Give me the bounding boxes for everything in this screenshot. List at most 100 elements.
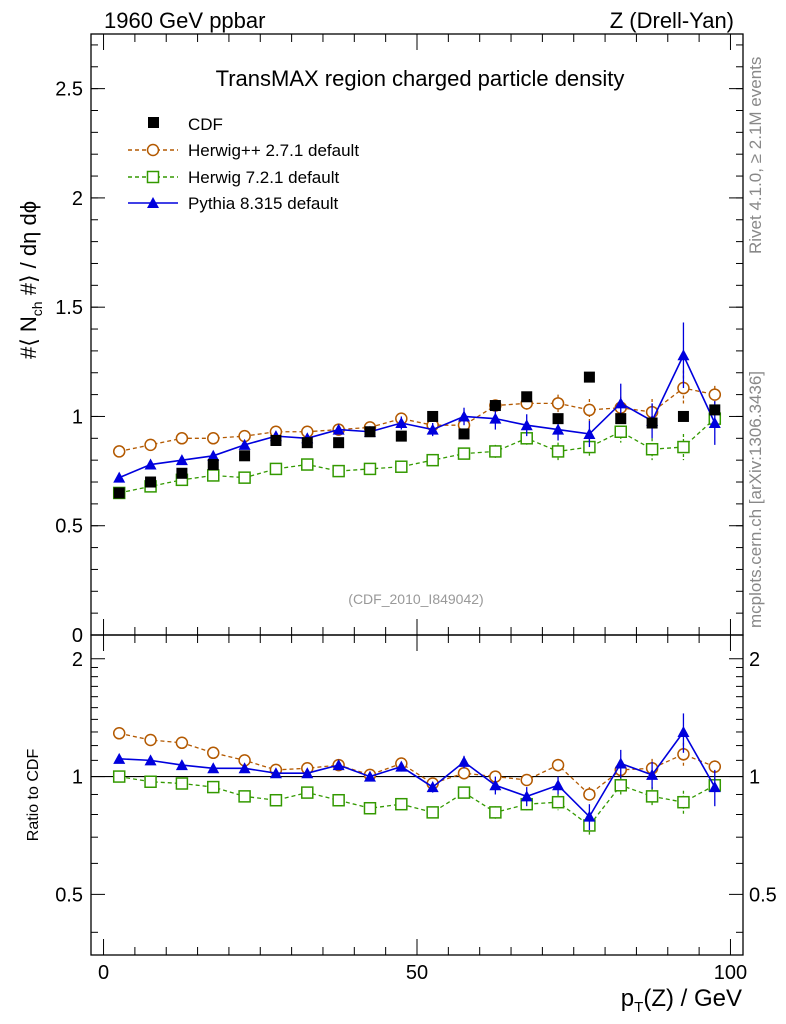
main-y-tick-label: 0.5 [55,516,83,538]
main-herwig-7-2-1-default-point [489,445,502,458]
x-axis-label-part-2: (Z) / GeV [643,985,742,1012]
ratio-pythia-8-315-default-point [583,810,596,822]
side-label-mcplots: mcplots.cern.ch [arXiv:1306.3436] [746,371,765,628]
ratio-herwig-2-7-1-default-point [551,758,565,772]
x-axis-label: pT(Z) / GeV [621,985,742,1016]
main-pythia-8-315-default-point [426,423,439,435]
main-pythia-8-315-default-point [458,410,471,422]
main-herwig-2-7-1-default-point [207,432,220,445]
legend-entry-herwigpp: Herwig++ 2.7.1 default [128,141,359,160]
main-herwig-7-2-1-default-point [645,442,659,456]
ratio-pythia-8-315-default-point [458,755,471,767]
main-pythia-8-315-default-point [144,458,157,470]
main-cdf-point [239,450,251,462]
ratio-herwig-7-2-1-default-point [645,790,659,803]
ratio-herwig-7-2-1-default-point [457,786,471,799]
ratio-herwig-7-2-1-default-point [301,786,314,799]
main-herwig-7-2-1-default-series [112,409,722,500]
ratio-y-tick-label-right: 0.5 [749,884,777,906]
main-y-tick-label: 1.5 [55,297,83,319]
main-herwig-7-2-1-default-point [207,469,220,482]
main-pythia-8-315-default-point [552,423,565,435]
main-herwig-7-2-1-default-point [614,425,627,439]
ratio-herwig-2-7-1-default-series [112,727,722,803]
ratio-y-tick-label: 2 [72,649,83,671]
main-cdf-point [113,487,125,499]
x-axis-label-part-1: p [621,985,634,1012]
main-y-axis-label-part-2: #⟩ / dη dϕ [16,201,41,301]
main-cdf-point [270,434,282,446]
main-cdf-point [552,413,564,425]
ratio-pythia-8-315-default-point [708,781,721,793]
x-tick-label: 100 [714,962,747,984]
main-y-axis-label: #⟨ Nch #⟩ / dη dϕ [16,201,45,359]
ratio-herwig-7-2-1-default-point [489,806,502,819]
legend-marker-cdf [148,117,159,128]
ratio-herwig-2-7-1-default-point [144,733,157,747]
ratio-pythia-8-315-default-point [113,752,126,764]
ratio-herwig-7-2-1-default-point [551,795,565,809]
ratio-herwig-7-2-1-default-point [112,770,126,783]
ratio-pythia-8-315-default-point [269,767,282,779]
ratio-herwig-7-2-1-default-point [395,797,408,811]
main-pythia-8-315-default-point [677,349,690,361]
ratio-herwig-7-2-1-default-point [614,779,627,792]
ratio-herwig-7-2-1-default-point [426,806,439,819]
main-herwig-2-7-1-default-point [112,445,126,458]
ratio-herwig-7-2-1-default-point [207,780,220,794]
main-pythia-8-315-default-point [238,438,251,450]
legend-entry-pythia: Pythia 8.315 default [128,194,339,213]
watermark-label: (CDF_2010_I849042) [348,591,483,607]
ratio-y-tick-label: 0.5 [55,884,83,906]
ratio-pythia-8-315-default-point [332,759,345,771]
main-herwig-7-2-1-default-point [426,453,439,467]
main-herwig-2-7-1-default-series [112,370,722,458]
main-y-tick-label: 2 [72,188,83,210]
ratio-y-tick-label-right: 1 [749,767,760,789]
ratio-pythia-8-315-default-point [646,768,659,780]
ratio-herwig-2-7-1-default-point [175,736,189,750]
main-cdf-point [145,476,157,488]
ratio-herwig-2-7-1-default-point [583,788,596,801]
main-pythia-8-315-default-series [113,322,721,483]
ratio-pythia-8-315-default-point [207,762,220,774]
ratio-herwig-7-2-1-default-point [269,793,283,807]
ratio-pythia-8-315-default-point [552,779,565,791]
main-herwig-7-2-1-default-point [301,458,314,471]
ratio-y-tick-label: 1 [72,767,83,789]
main-pythia-8-315-default-point [489,412,502,424]
ratio-pythia-8-315-default-line [119,730,716,818]
main-y-axis-label-part-1: #⟨ N [16,316,41,359]
main-herwig-2-7-1-default-point [708,388,722,401]
main-cdf-series [113,371,721,499]
main-herwig-7-2-1-default-point [269,462,283,476]
ratio-pythia-8-315-default-point [301,767,314,779]
ratio-plot-marks [91,713,743,835]
x-tick-label: 0 [98,962,109,984]
ratio-herwig-7-2-1-default-series [112,770,722,835]
legend-marker-herwig7 [146,170,160,184]
main-herwig-2-7-1-default-point [583,403,596,417]
ratio-pythia-8-315-default-point [489,779,502,791]
main-herwig-7-2-1-default-point [363,462,377,476]
ratio-herwig-2-7-1-default-point [457,766,471,780]
ratio-pythia-8-315-default-point [175,759,188,771]
ratio-herwig-2-7-1-default-point [207,746,220,760]
ratio-herwig-7-2-1-default-point [677,795,690,809]
main-herwig-7-2-1-default-point [551,445,565,458]
ratio-pythia-8-315-default-point [426,781,439,793]
ratio-pythia-8-315-default-point [677,725,690,737]
main-cdf-point [677,410,689,422]
main-cdf-point [615,413,627,425]
ratio-y-axis-label: Ratio to CDF [25,749,42,842]
header-left-label: 1960 GeV ppbar [104,8,265,33]
ratio-plot-frame: 0.5 0.5 1 1 2 2 0 50 100 [55,634,777,984]
ratio-herwig-7-2-1-default-point [332,793,345,807]
main-pythia-8-315-default-point [708,417,721,429]
x-axis-label-subscript: T [634,999,643,1016]
main-y-tick-label: 1 [72,406,83,428]
ratio-pythia-8-315-default-point [144,754,157,766]
main-cdf-point [364,426,376,438]
legend-label-herwigpp: Herwig++ 2.7.1 default [188,141,359,160]
